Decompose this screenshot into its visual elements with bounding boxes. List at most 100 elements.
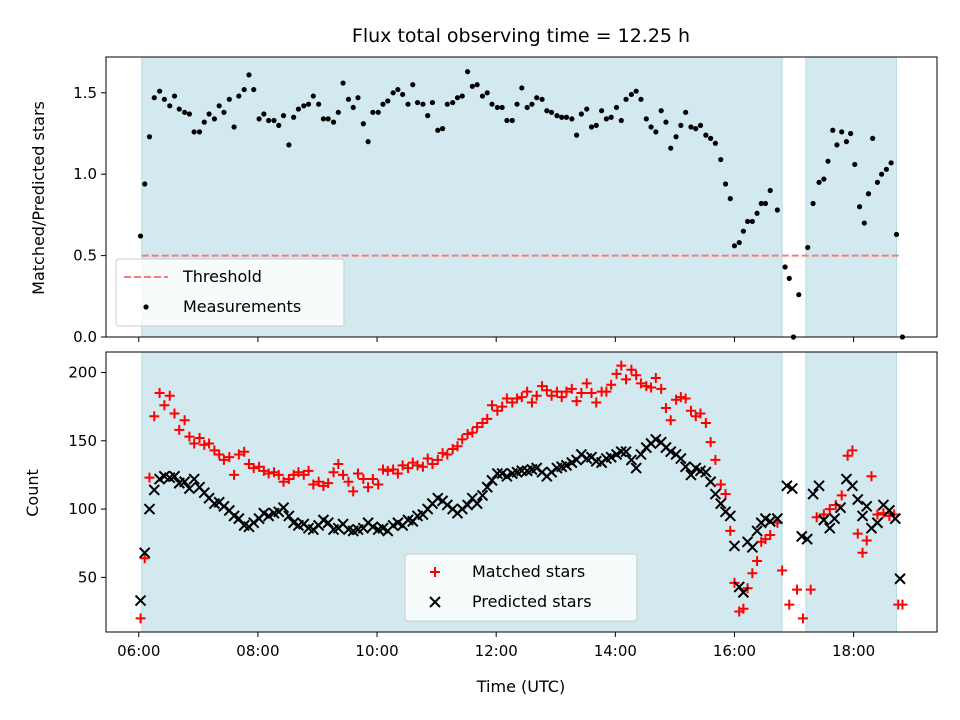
bottom-y-tick-label: 50 — [78, 568, 97, 586]
matched-star-point — [452, 441, 463, 452]
matched-star-point — [248, 463, 259, 474]
predicted-star-point — [709, 488, 722, 500]
predicted-star-point — [262, 510, 275, 522]
measurement-point — [569, 116, 575, 122]
predicted-star-point — [813, 480, 825, 492]
matched-star-point — [199, 439, 210, 450]
matched-star-point — [777, 565, 788, 576]
measurement-point — [584, 106, 590, 112]
measurement-point — [830, 127, 836, 133]
legend-label: Threshold — [182, 267, 262, 286]
matched-star-point — [571, 396, 582, 407]
matched-star-point — [738, 603, 749, 614]
measurement-point — [865, 191, 872, 197]
measurement-point — [241, 86, 247, 93]
measurement-point — [712, 140, 719, 146]
matched-star-point — [541, 385, 552, 396]
measurement-point — [167, 103, 173, 109]
predicted-star-point — [796, 530, 808, 543]
bottom-y-tick-label: 200 — [68, 363, 97, 381]
legend-matched-swatch — [430, 567, 440, 577]
measurement-point — [848, 130, 854, 137]
measurement-point — [618, 117, 624, 124]
matched-star-point — [293, 467, 304, 478]
matched-star-point — [626, 364, 637, 375]
matched-star-point — [352, 468, 363, 479]
predicted-star-point — [737, 586, 750, 599]
measurement-point — [727, 196, 733, 202]
matched-star-point — [263, 468, 274, 479]
measurement-point — [305, 101, 312, 107]
legend-measurements-swatch — [143, 304, 149, 310]
measurement-point — [444, 101, 450, 107]
matched-star-point — [656, 383, 667, 394]
predicted-star-point — [781, 480, 793, 492]
matched-star-point — [139, 553, 150, 564]
top-shaded-interval-2 — [805, 56, 897, 338]
matched-star-point — [239, 446, 250, 457]
measurement-point — [810, 200, 816, 207]
matched-star-point — [725, 525, 736, 536]
legend-label: Predicted stars — [472, 592, 592, 611]
matched-star-point — [861, 535, 872, 546]
measurement-point — [301, 103, 307, 109]
matched-star-point — [233, 449, 244, 460]
matched-star-point — [747, 568, 758, 579]
predicted-star-point — [283, 510, 295, 522]
matched-star-point — [482, 413, 493, 424]
measurement-point — [280, 113, 287, 119]
matched-star-point — [224, 452, 235, 463]
predicted-star-point — [764, 515, 776, 528]
matched-star-point — [343, 476, 354, 487]
measurement-point — [355, 95, 361, 101]
measurement-point — [539, 96, 545, 102]
predicted-star-point — [801, 533, 813, 545]
matched-star-point — [601, 386, 612, 397]
matched-star-point — [403, 463, 414, 474]
measurement-point — [474, 82, 480, 88]
predicted-star-point — [501, 470, 513, 483]
measurement-point — [608, 114, 614, 120]
predicted-star-point — [751, 525, 763, 537]
bottom-panel: 50 100 150 200 06:00 08:00 10:00 12:00 14:00 16:0… — [68, 351, 938, 660]
measurement-point — [839, 129, 845, 135]
matched-star-point — [522, 386, 533, 397]
measurement-point — [414, 99, 421, 106]
measurement-point — [464, 69, 471, 75]
matched-star-point — [472, 422, 483, 433]
matched-star-point — [866, 471, 877, 482]
x-axis-label: Time (UTC) — [476, 677, 565, 696]
predicted-star-point — [828, 512, 841, 525]
measurement-point — [345, 96, 352, 102]
measurement-point — [316, 101, 322, 107]
measurement-point — [390, 90, 396, 96]
measurement-point — [439, 126, 446, 132]
matched-star-point — [184, 431, 195, 442]
matched-star-point — [551, 386, 562, 397]
x-tick-label: 06:00 — [117, 642, 160, 660]
top-panel: 0.0 0.5 1.0 1.5 Threshold Measurements — [73, 56, 938, 346]
measurement-point — [514, 101, 520, 107]
measurement-point — [888, 160, 894, 166]
matched-star-point — [531, 390, 542, 401]
predicted-star-point — [233, 512, 245, 525]
matched-star-point — [842, 450, 853, 461]
measurement-point — [271, 117, 277, 124]
measurement-point — [196, 129, 203, 135]
legend-predicted-swatch — [429, 596, 441, 608]
predicted-star-point — [143, 503, 156, 515]
measurement-point — [623, 96, 629, 102]
matched-star-point — [214, 449, 225, 460]
measurement-point — [479, 93, 486, 99]
predicted-star-point — [883, 504, 896, 517]
matched-star-point — [765, 530, 776, 541]
matched-star-point — [752, 555, 763, 566]
legend-label: Measurements — [183, 297, 301, 316]
matched-star-point — [174, 424, 185, 435]
bottom-shaded-interval-2 — [805, 351, 897, 633]
measurement-point — [499, 104, 505, 111]
measurement-point — [673, 134, 679, 140]
predicted-star-point — [148, 484, 160, 496]
measurement-point — [182, 109, 188, 115]
predicted-star-point — [134, 594, 147, 607]
